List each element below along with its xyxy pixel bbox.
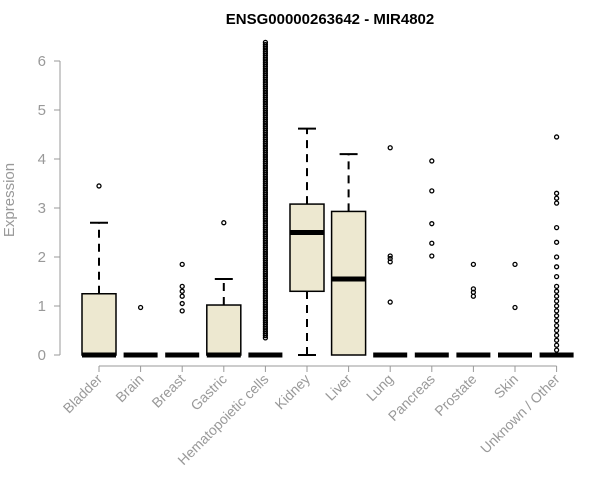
box-gastric <box>206 220 242 358</box>
x-tick-label: Breast <box>148 371 188 411</box>
box-unknown-other <box>539 134 574 358</box>
outlier-point <box>553 200 560 206</box>
box-kidney <box>289 127 325 356</box>
outlier-point <box>179 293 185 299</box>
x-tick-label: Prostate <box>431 371 479 419</box>
outlier-point <box>429 253 435 259</box>
x-tick-label: Lung <box>363 371 396 404</box>
outlier-point <box>553 337 560 343</box>
outlier-point <box>429 240 435 246</box>
box-prostate <box>456 261 491 358</box>
outlier-point <box>470 286 477 292</box>
outlier-point <box>553 332 560 339</box>
x-tick-label: Unknown / Other <box>477 371 563 457</box>
outlier-point <box>429 188 435 194</box>
outlier-point <box>553 288 560 294</box>
outlier-point <box>470 261 477 268</box>
x-tick-label: Kidney <box>272 371 314 413</box>
outlier-point <box>553 190 560 196</box>
y-axis-label: Expression <box>1 163 18 237</box>
box-skin <box>498 261 532 358</box>
outlier-point <box>553 347 560 353</box>
outlier-point <box>553 303 560 309</box>
y-tick-label: 3 <box>38 200 46 217</box>
outlier-point <box>553 264 560 270</box>
outlier-point <box>387 145 393 151</box>
outlier-point <box>553 254 560 260</box>
outlier-point <box>553 134 560 140</box>
outlier-point <box>179 261 185 268</box>
box-lung <box>373 145 408 358</box>
box-series <box>81 39 574 358</box>
outlier-point <box>553 224 560 231</box>
outlier-point <box>553 318 560 324</box>
outlier-point <box>262 39 269 46</box>
outlier-point <box>553 239 560 245</box>
outlier-point <box>179 300 185 307</box>
box-breast <box>165 261 200 358</box>
y-tick-label: 0 <box>38 347 46 364</box>
outlier-point <box>387 255 393 262</box>
outlier-point <box>96 183 102 189</box>
box-hematopoietic-cells <box>248 39 283 358</box>
box-body <box>206 304 242 356</box>
outlier-point <box>429 221 435 227</box>
outlier-point <box>262 41 269 48</box>
x-tick-label: Brain <box>112 371 146 405</box>
outlier-point <box>553 322 560 329</box>
box-liver <box>330 153 367 356</box>
box-body <box>330 210 367 356</box>
outlier-point <box>553 283 560 290</box>
outlier-point <box>553 308 560 314</box>
box-body <box>289 203 325 293</box>
outlier-point <box>553 273 560 280</box>
y-axis-ticks: 0 1 2 3 4 5 6 <box>38 53 60 364</box>
outlier-point <box>553 327 560 334</box>
outlier-point <box>179 283 185 290</box>
y-tick-label: 1 <box>38 298 46 315</box>
outlier-point <box>387 253 393 259</box>
y-tick-label: 4 <box>38 151 46 168</box>
y-tick-label: 6 <box>38 53 46 70</box>
x-tick-label: Liver <box>322 371 355 404</box>
box-brain <box>123 304 158 358</box>
outlier-point <box>553 313 560 319</box>
x-tick-label: Skin <box>491 371 522 402</box>
chart-title: ENSG00000263642 - MIR4802 <box>226 11 434 28</box>
outlier-point <box>553 293 560 299</box>
outlier-point <box>179 288 185 294</box>
outlier-point <box>387 299 393 305</box>
y-tick-label: 5 <box>38 102 46 119</box>
outlier-point <box>221 220 227 226</box>
outlier-point <box>553 342 560 348</box>
outlier-point <box>512 304 518 311</box>
outlier-point <box>553 195 560 201</box>
x-tick-label: Bladder <box>60 371 106 417</box>
outlier-point <box>553 298 560 304</box>
outlier-point <box>512 261 518 268</box>
outlier-point <box>137 304 144 311</box>
box-bladder <box>81 183 117 358</box>
box-body <box>81 293 117 356</box>
outlier-point <box>429 158 435 164</box>
box-pancreas <box>414 158 449 358</box>
y-tick-label: 2 <box>38 249 46 266</box>
outlier-point <box>179 308 185 314</box>
